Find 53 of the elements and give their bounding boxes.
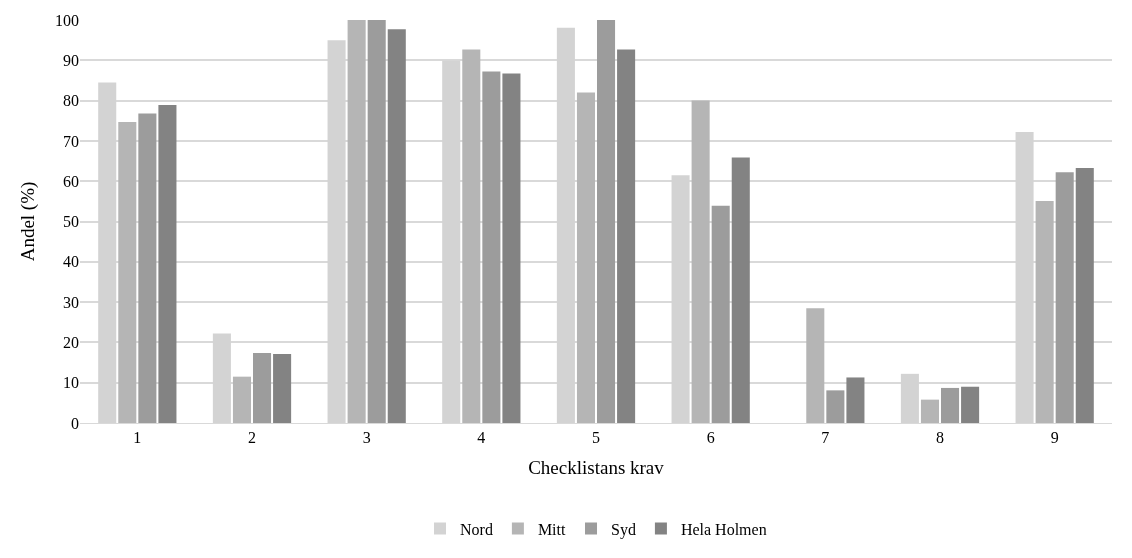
bar xyxy=(347,20,366,423)
bar xyxy=(691,100,710,423)
y-tick-label: 90 xyxy=(63,51,79,69)
x-tick-label: 6 xyxy=(706,429,715,447)
bar xyxy=(253,352,272,423)
bar xyxy=(138,113,157,423)
bar xyxy=(576,92,595,423)
x-tick-label: 9 xyxy=(1050,429,1059,447)
bar xyxy=(941,387,960,423)
bar xyxy=(367,20,386,423)
y-tick-label: 40 xyxy=(63,253,79,271)
y-tick-label: 10 xyxy=(63,374,79,392)
bar xyxy=(462,49,481,423)
bar xyxy=(711,205,730,423)
y-tick-label: 70 xyxy=(63,132,79,150)
legend-label: Mitt xyxy=(537,520,567,538)
bar xyxy=(502,73,521,423)
x-tick-label: 5 xyxy=(592,429,600,447)
bar xyxy=(273,354,292,423)
bar xyxy=(731,157,750,423)
bar xyxy=(387,29,406,423)
y-tick-label: 0 xyxy=(71,414,79,432)
bar xyxy=(232,376,251,423)
x-tick-label: 4 xyxy=(477,429,486,447)
y-tick-label: 30 xyxy=(63,293,79,311)
bar xyxy=(846,377,865,423)
legend-label: Hela Holmen xyxy=(680,520,767,538)
bar xyxy=(961,386,980,423)
bar xyxy=(806,308,825,423)
x-tick-label: 7 xyxy=(821,429,830,447)
bar xyxy=(920,399,939,423)
y-tick-label: 20 xyxy=(63,334,79,351)
bar xyxy=(617,49,636,423)
x-tick-label: 3 xyxy=(362,429,371,447)
bar xyxy=(597,20,616,423)
x-tick-label: 1 xyxy=(133,429,142,447)
bar xyxy=(1035,200,1054,423)
bar xyxy=(118,121,137,423)
legend-label: Nord xyxy=(460,520,493,538)
bar xyxy=(1075,167,1094,423)
y-tick-label: 100 xyxy=(55,11,79,29)
y-tick-label: 80 xyxy=(63,92,79,110)
bar xyxy=(482,71,501,423)
bar xyxy=(826,390,845,423)
y-tick-label: 60 xyxy=(63,172,79,190)
x-tick-label: 2 xyxy=(248,429,256,447)
y-tick-label: 50 xyxy=(63,213,79,231)
bar xyxy=(1055,172,1074,423)
x-axis-title: Checklistans krav xyxy=(528,457,665,478)
y-axis-title: Andel (%) xyxy=(16,181,39,262)
bar xyxy=(158,105,177,423)
x-tick-label: 8 xyxy=(936,429,944,447)
legend-label: Syd xyxy=(611,520,636,539)
